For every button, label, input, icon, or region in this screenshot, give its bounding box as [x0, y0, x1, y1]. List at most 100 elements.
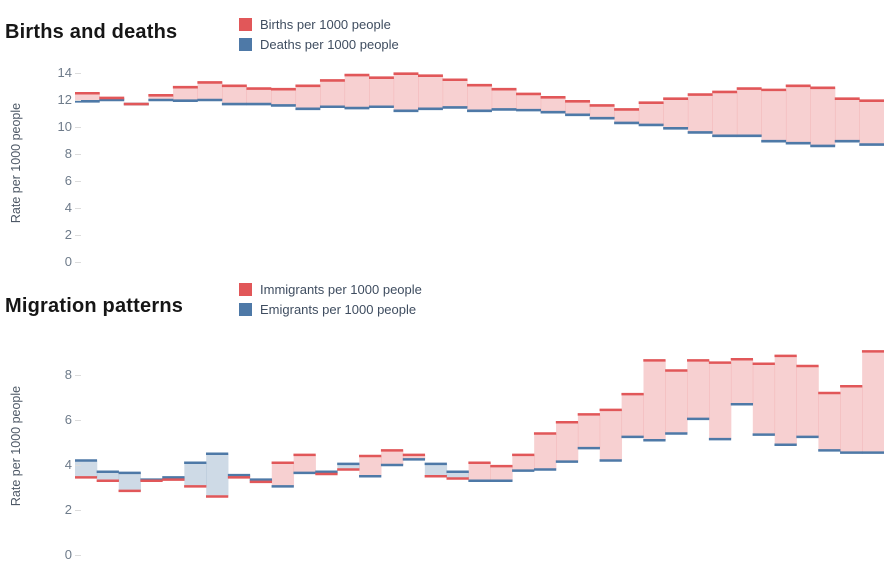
difference-fill-segment — [96, 471, 120, 481]
difference-fill-segment — [774, 355, 797, 445]
difference-fill-segment — [393, 73, 419, 111]
difference-fill-segment — [271, 89, 297, 106]
y-tick-label: 8 — [64, 367, 72, 382]
deaths-legend-label: Deaths per 1000 people — [260, 36, 399, 52]
difference-fill-segment — [730, 359, 754, 405]
births-deaths-legend: Births per 1000 people Deaths per 1000 p… — [239, 14, 399, 54]
difference-fill-segment — [565, 101, 591, 115]
births-deaths-title: Births and deaths — [5, 21, 178, 43]
difference-fill-segment — [418, 75, 444, 109]
y-tick-label: 2 — [64, 227, 72, 242]
y-tick-label: 14 — [57, 65, 72, 80]
difference-fill-segment — [381, 450, 404, 466]
difference-fill-segment — [512, 454, 535, 471]
difference-fill-segment — [862, 351, 884, 453]
difference-fill-segment — [295, 85, 321, 109]
y-tick-label: 8 — [64, 146, 72, 161]
legend-item-deaths: Deaths per 1000 people — [239, 34, 399, 54]
y-tick-mark — [75, 465, 81, 466]
y-tick-mark — [75, 154, 81, 155]
difference-fill-segment — [442, 79, 468, 108]
y-tick-label: 4 — [64, 457, 72, 472]
difference-fill-segment — [246, 88, 272, 105]
y-tick-label: 10 — [57, 119, 72, 134]
y-tick-label: 6 — [64, 412, 72, 427]
immigrants-legend-swatch-icon — [239, 282, 252, 296]
difference-fill-segment — [840, 386, 863, 453]
difference-fill-segment — [818, 393, 841, 451]
difference-fill-segment — [621, 394, 644, 437]
difference-fill-segment — [468, 462, 491, 481]
legend-item-emigrants: Emigrants per 1000 people — [239, 299, 422, 319]
difference-fill-segment — [687, 360, 710, 419]
difference-fill-segment — [709, 362, 732, 440]
difference-fill-segment — [834, 98, 860, 142]
difference-fill-segment — [599, 409, 623, 461]
y-tick-label: 12 — [57, 92, 72, 107]
difference-fill-segment — [643, 360, 666, 441]
difference-fill-segment — [556, 422, 579, 462]
y-tick-label: 2 — [64, 502, 72, 517]
y-tick-label: 0 — [64, 547, 72, 562]
difference-fill-segment — [293, 454, 316, 473]
difference-fill-segment — [424, 463, 448, 477]
y-tick-mark — [75, 100, 81, 101]
difference-fill-segment — [796, 366, 819, 437]
difference-fill-segment — [589, 105, 615, 119]
difference-fill-segment — [184, 462, 207, 487]
births-deaths-plot — [75, 72, 884, 148]
births-deaths-y-axis-label: Rate per 1000 people — [9, 102, 23, 224]
difference-fill-segment — [761, 89, 787, 142]
difference-fill-segment — [614, 109, 640, 123]
emigrants-legend-swatch-icon — [239, 302, 252, 316]
difference-fill-segment — [359, 456, 382, 477]
y-tick-label: 4 — [64, 200, 72, 215]
difference-fill-segment — [75, 93, 100, 102]
difference-fill-segment — [736, 88, 762, 136]
y-tick-mark — [75, 555, 81, 556]
difference-fill-segment — [712, 91, 738, 136]
migration-title: Migration patterns — [5, 295, 184, 317]
immigrants-legend-label: Immigrants per 1000 people — [260, 281, 422, 297]
difference-fill-segment — [271, 462, 295, 487]
migration-y-axis-label: Rate per 1000 people — [9, 385, 23, 507]
difference-fill-segment — [638, 102, 664, 125]
difference-fill-segment — [446, 471, 469, 479]
difference-fill-segment — [206, 453, 229, 497]
difference-fill-segment — [369, 77, 395, 107]
difference-fill-segment — [516, 93, 542, 111]
y-tick-mark — [75, 510, 81, 511]
y-tick-label: 0 — [64, 254, 72, 269]
y-tick-mark — [75, 420, 81, 421]
legend-item-births: Births per 1000 people — [239, 14, 399, 34]
difference-fill-segment — [402, 454, 426, 460]
difference-fill-segment — [344, 75, 370, 109]
difference-fill-segment — [491, 89, 517, 110]
births-legend-swatch-icon — [239, 17, 252, 31]
difference-fill-segment — [752, 363, 776, 435]
deaths-legend-swatch-icon — [239, 37, 252, 51]
y-tick-mark — [75, 262, 81, 263]
legend-item-immigrants: Immigrants per 1000 people — [239, 279, 422, 299]
emigrants-legend-label: Emigrants per 1000 people — [260, 301, 417, 317]
y-tick-mark — [75, 181, 81, 182]
difference-fill-segment — [810, 87, 836, 146]
y-tick-mark — [75, 73, 81, 74]
difference-fill-segment — [337, 463, 360, 470]
difference-fill-segment — [222, 85, 248, 105]
difference-fill-segment — [577, 414, 601, 449]
y-tick-mark — [75, 375, 81, 376]
difference-fill-segment — [663, 98, 689, 129]
difference-fill-segment — [785, 85, 811, 144]
migration-legend: Immigrants per 1000 people Emigrants per… — [239, 279, 422, 319]
y-tick-mark — [75, 208, 81, 209]
difference-fill-segment — [665, 370, 688, 434]
difference-fill-segment — [173, 87, 198, 101]
difference-fill-segment — [320, 80, 346, 107]
difference-fill-segment — [490, 466, 513, 481]
difference-fill-segment — [467, 85, 493, 111]
y-tick-mark — [75, 127, 81, 128]
difference-fill-segment — [687, 94, 713, 133]
y-tick-mark — [75, 235, 81, 236]
